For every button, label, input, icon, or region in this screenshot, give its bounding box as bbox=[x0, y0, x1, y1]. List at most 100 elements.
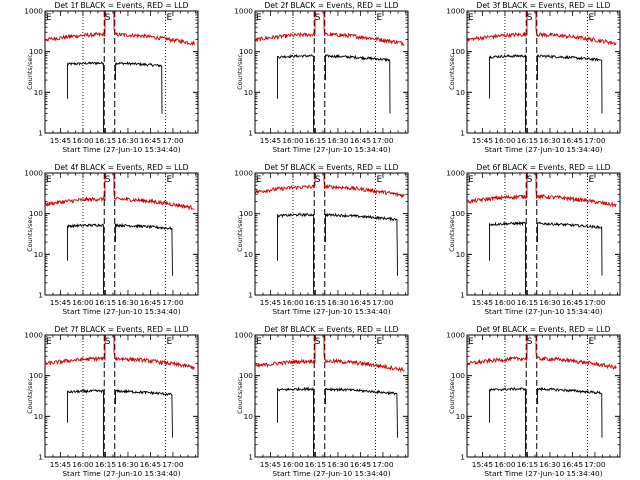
y-axis-label: Counts/sec bbox=[26, 54, 34, 90]
detector-panel: Det 9f BLACK = Events, RED = LLD 1 10 100 10… bbox=[446, 325, 621, 478]
x-axis-label: Start Time (27-Jun-10 15:34:40) bbox=[62, 145, 180, 154]
x-tick-label: 16:30 bbox=[539, 136, 561, 145]
y-tick-label: 1000 bbox=[24, 331, 43, 340]
x-tick-label: 16:45 bbox=[562, 298, 584, 307]
x-axis-label: Start Time (27-Jun-10 15:34:40) bbox=[62, 307, 180, 316]
marker-s: S bbox=[315, 13, 321, 23]
x-tick-label: 16:30 bbox=[117, 298, 139, 307]
x-tick-label: 17:00 bbox=[162, 136, 184, 145]
plot-frame bbox=[44, 10, 199, 134]
panel-title: Det 7f BLACK = Events, RED = LLD bbox=[55, 325, 189, 334]
lld-series-line bbox=[254, 335, 405, 373]
plot-frame bbox=[254, 172, 409, 296]
marker-e-start: E bbox=[46, 13, 52, 23]
marker-e-end: E bbox=[166, 13, 172, 23]
marker-s: S bbox=[315, 337, 321, 347]
y-tick-label: 10 bbox=[456, 88, 466, 97]
y-tick-label: 10 bbox=[244, 250, 254, 259]
panel-title: Det 3f BLACK = Events, RED = LLD bbox=[477, 1, 611, 10]
x-axis-label: Start Time (27-Jun-10 15:34:40) bbox=[272, 307, 390, 316]
marker-e-start: E bbox=[256, 175, 262, 185]
panel-title: Det 5f BLACK = Events, RED = LLD bbox=[265, 163, 399, 172]
x-tick-label: 17:00 bbox=[162, 298, 184, 307]
events-series-line bbox=[277, 386, 398, 457]
detector-panel: Det 8f BLACK = Events, RED = LLD 1 10 100 10… bbox=[234, 325, 409, 478]
marker-e-start: E bbox=[46, 337, 52, 347]
marker-s: S bbox=[105, 337, 111, 347]
plot-frame bbox=[466, 334, 621, 458]
x-tick-label: 16:30 bbox=[327, 460, 349, 469]
marker-e-start: E bbox=[468, 13, 474, 23]
y-tick-label: 100 bbox=[29, 47, 43, 56]
x-tick-label: 15:45 bbox=[260, 460, 282, 469]
plot-frame bbox=[44, 172, 199, 296]
x-tick-label: 15:45 bbox=[50, 460, 72, 469]
x-tick-label: 16:30 bbox=[117, 460, 139, 469]
marker-s: S bbox=[527, 13, 533, 23]
events-series-line bbox=[489, 386, 603, 457]
events-series-line bbox=[489, 220, 603, 295]
y-tick-label: 1 bbox=[38, 291, 43, 300]
y-tick-label: 1000 bbox=[234, 169, 253, 178]
marker-e-end: E bbox=[588, 337, 594, 347]
marker-e-start: E bbox=[46, 175, 52, 185]
marker-e-end: E bbox=[166, 337, 172, 347]
marker-e-start: E bbox=[468, 175, 474, 185]
panel-title: Det 6f BLACK = Events, RED = LLD bbox=[477, 163, 611, 172]
x-tick-label: 16:00 bbox=[72, 298, 94, 307]
y-tick-label: 1 bbox=[460, 291, 465, 300]
x-tick-label: 17:00 bbox=[372, 460, 394, 469]
x-tick-label: 16:00 bbox=[282, 298, 304, 307]
y-tick-label: 10 bbox=[244, 412, 254, 421]
panel-title: Det 2f BLACK = Events, RED = LLD bbox=[265, 1, 399, 10]
y-tick-label: 100 bbox=[29, 371, 43, 380]
lld-series-line bbox=[254, 11, 405, 47]
plot-frame bbox=[254, 334, 409, 458]
x-tick-label: 16:15 bbox=[517, 460, 539, 469]
y-tick-label: 100 bbox=[451, 209, 465, 218]
lld-series-line bbox=[466, 173, 617, 208]
plot-frame bbox=[466, 172, 621, 296]
events-series-line bbox=[489, 53, 603, 133]
x-tick-label: 16:45 bbox=[350, 298, 372, 307]
y-tick-label: 1 bbox=[248, 291, 253, 300]
x-tick-label: 16:30 bbox=[539, 460, 561, 469]
x-tick-label: 15:45 bbox=[260, 136, 282, 145]
detector-panel: Det 2f BLACK = Events, RED = LLD 1 10 100 10… bbox=[234, 1, 409, 154]
x-axis-label: Start Time (27-Jun-10 15:34:40) bbox=[62, 469, 180, 478]
marker-e-end: E bbox=[376, 175, 382, 185]
x-tick-label: 16:30 bbox=[327, 298, 349, 307]
detector-panel: Det 4f BLACK = Events, RED = LLD 1 10 100 10… bbox=[24, 163, 199, 316]
x-tick-label: 16:30 bbox=[327, 136, 349, 145]
marker-e-end: E bbox=[166, 175, 172, 185]
events-series-line bbox=[67, 388, 173, 457]
x-tick-label: 17:00 bbox=[584, 136, 606, 145]
x-tick-label: 16:00 bbox=[282, 136, 304, 145]
plot-frame bbox=[254, 10, 409, 134]
x-axis-label: Start Time (27-Jun-10 15:34:40) bbox=[484, 145, 602, 154]
marker-e-end: E bbox=[588, 13, 594, 23]
y-tick-label: 10 bbox=[34, 250, 44, 259]
y-tick-label: 1 bbox=[38, 129, 43, 138]
x-tick-label: 16:15 bbox=[305, 136, 327, 145]
y-tick-label: 1000 bbox=[24, 7, 43, 16]
x-tick-label: 16:30 bbox=[117, 136, 139, 145]
x-tick-label: 15:45 bbox=[472, 460, 494, 469]
x-tick-label: 17:00 bbox=[162, 460, 184, 469]
lld-series-line bbox=[44, 173, 195, 211]
y-tick-label: 1 bbox=[38, 453, 43, 462]
y-tick-label: 1 bbox=[460, 453, 465, 462]
lld-series-line bbox=[466, 11, 617, 46]
x-tick-label: 16:15 bbox=[95, 298, 117, 307]
y-tick-label: 10 bbox=[34, 88, 44, 97]
x-axis-label: Start Time (27-Jun-10 15:34:40) bbox=[272, 145, 390, 154]
x-tick-label: 16:45 bbox=[140, 298, 162, 307]
lld-series-line bbox=[44, 335, 195, 371]
x-tick-label: 16:00 bbox=[494, 136, 516, 145]
events-series-line bbox=[67, 222, 173, 295]
lld-series-line bbox=[254, 173, 405, 199]
events-series-line bbox=[277, 53, 391, 133]
y-axis-label: Counts/sec bbox=[236, 378, 244, 414]
y-tick-label: 1000 bbox=[234, 7, 253, 16]
